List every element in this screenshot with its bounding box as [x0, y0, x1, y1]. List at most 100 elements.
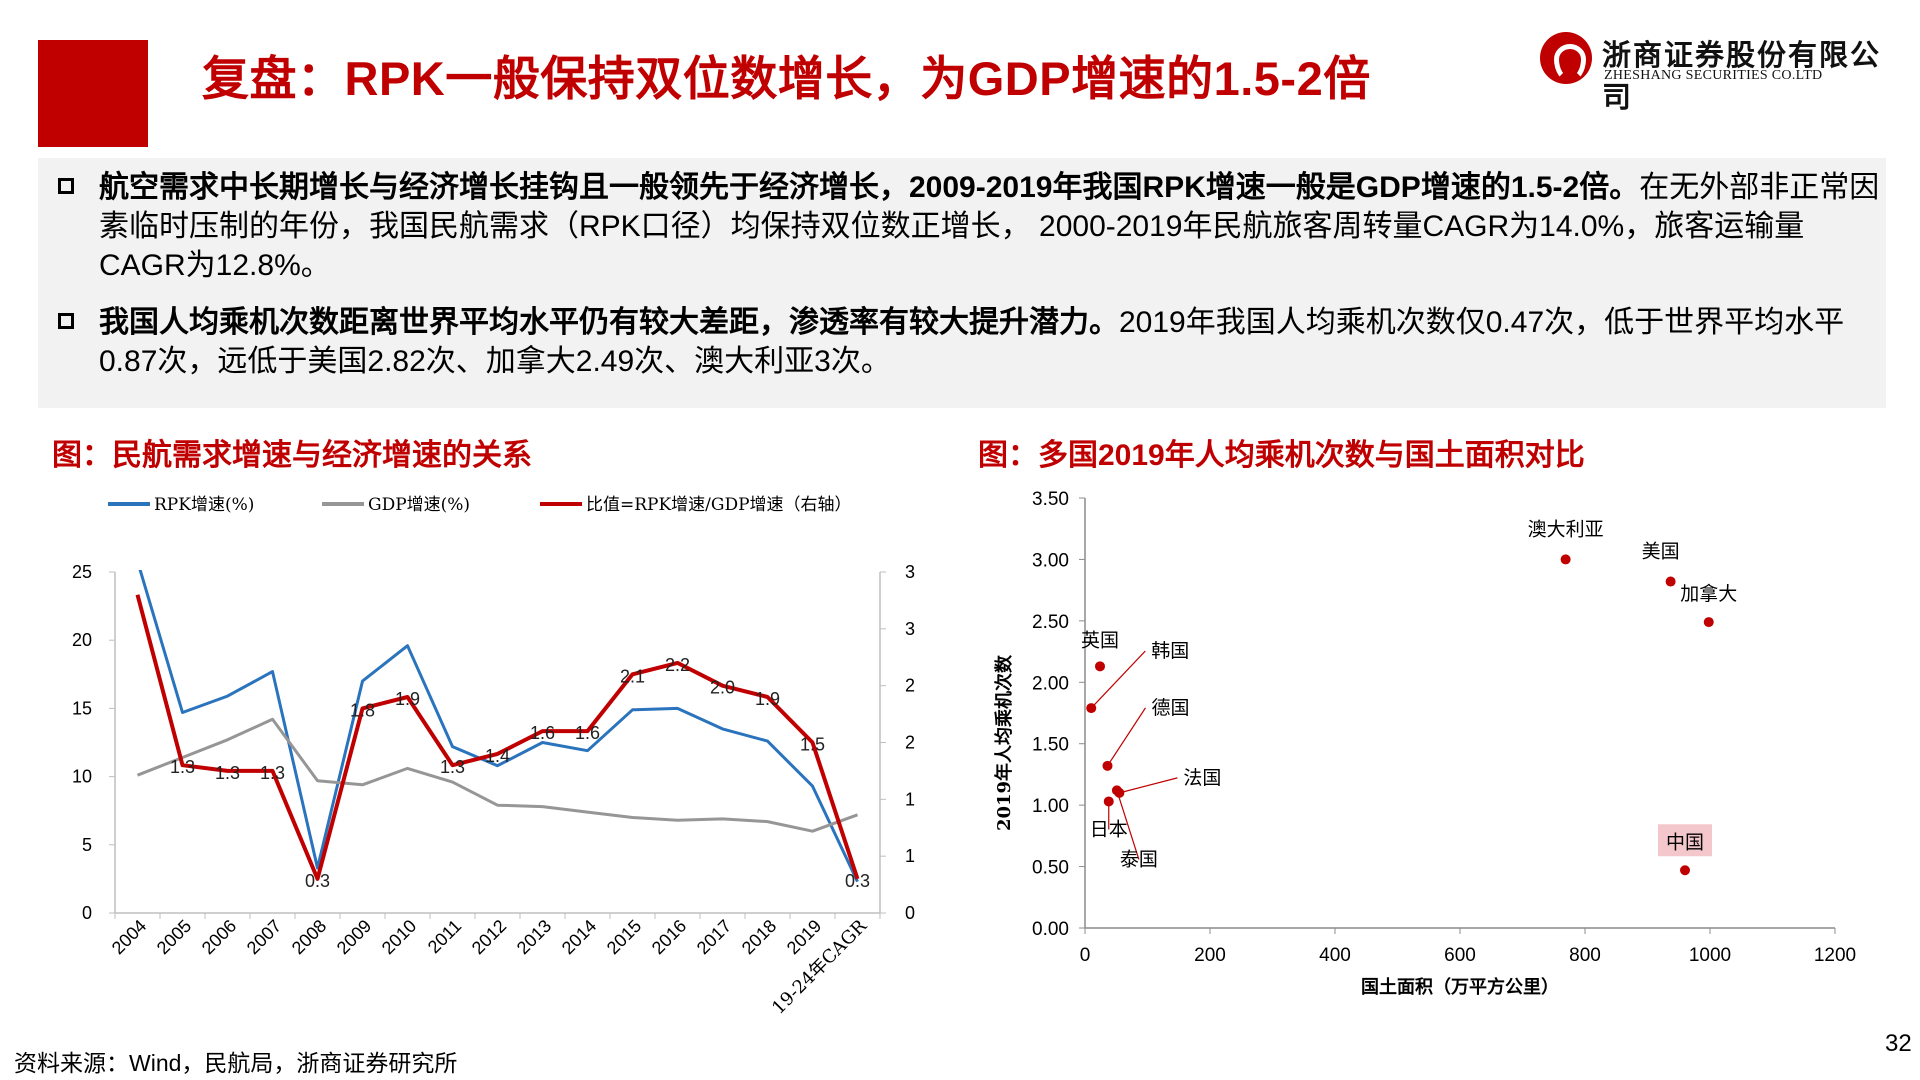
x-tick-label: 600: [1444, 945, 1476, 966]
scatter-point: [1095, 661, 1105, 672]
label-leader-line: [1119, 777, 1178, 794]
label-leader-line: [1090, 650, 1146, 709]
x-tick-label: 2013: [513, 916, 555, 958]
scatter-point: [1703, 617, 1714, 628]
y-tick-label: 3.50: [1032, 489, 1069, 510]
scatter-chart: 0.00 0.50 1.00 1.50 2.00 2.50 3.00 3.50 0 200 400 6…: [993, 489, 1856, 998]
y-tick-label: 0.50: [1032, 858, 1069, 879]
right-y-tick-label: 3: [905, 619, 915, 639]
ratio-data-label: 2.2: [665, 655, 690, 675]
ratio-data-label: 0.3: [845, 871, 870, 891]
right-y-tick-label: 0: [905, 903, 915, 923]
x-tick-label: 800: [1569, 945, 1601, 966]
scatter-point-label: 澳大利亚: [1528, 518, 1604, 540]
ratio-data-label: 1.9: [755, 689, 780, 709]
scatter-point: [1665, 576, 1676, 587]
scatter-point-label: 德国: [1152, 697, 1190, 719]
scatter-point-label: 美国: [1642, 541, 1680, 563]
y-tick-label: 0.00: [1032, 919, 1069, 940]
x-tick-label: 2016: [648, 916, 690, 958]
bullet-1-rest: 在无外部非正常因素临时压制的年份，我国民航需求（RPK口径）均保持双位数正增长，…: [99, 171, 1880, 282]
ratio-data-label: 1.3: [170, 757, 195, 777]
x-tick-label: 1200: [1814, 945, 1856, 966]
ratio-data-label: 0.3: [305, 871, 330, 891]
ratio-data-label: 1.8: [350, 700, 375, 720]
checkbox-square-icon: [58, 313, 74, 329]
bullet-2-bold: 我国人均乘机次数距离世界平均水平仍有较大差距，渗透率有较大提升潜力。: [99, 306, 1119, 339]
logo-chinese-name: 浙商证券股份有限公司: [1602, 38, 1882, 114]
x-tick-label: 2015: [603, 916, 645, 958]
right-y-tick-label: 2: [905, 733, 915, 753]
x-tick-label: 2009: [333, 916, 375, 958]
logo-mark-icon: [1540, 32, 1592, 84]
x-tick-label: 2010: [378, 916, 420, 958]
scatter-point-label: 韩国: [1151, 640, 1189, 662]
scatter-point: [1560, 554, 1571, 565]
left-figure-title: 图：民航需求增速与经济增速的关系: [52, 439, 532, 472]
x-axis-title: 国土面积（万平方公里）: [1361, 976, 1559, 998]
x-tick-label: 2011: [424, 916, 466, 958]
scatter-point: [1111, 785, 1122, 796]
highlight-label-bg: [1658, 824, 1712, 857]
ratio-data-label: 1.6: [575, 723, 600, 743]
ratio-data-label: 1.3: [440, 757, 465, 777]
x-tick-label: 2018: [738, 916, 780, 958]
x-tick-label: 1000: [1689, 945, 1731, 966]
scatter-point-label: 日本: [1090, 818, 1128, 840]
y-tick-label: 2.00: [1032, 673, 1069, 694]
scatter-point: [1086, 703, 1097, 714]
summary-bullet-1-text: 航空需求中长期增长与经济增长挂钩且一般领先于经济增长，2009-2019年我国R…: [99, 168, 1889, 285]
y-tick-label: 1.00: [1032, 796, 1069, 817]
line-chart: 0 5 10 15 20 25 0 1 1 2 2 3 3 2004 2005 2006 2007 2008 200…: [72, 495, 915, 1019]
gdp-series-line: [136, 717, 859, 833]
x-tick-label: 2007: [243, 916, 285, 958]
ratio-data-label: 1.4: [485, 746, 510, 766]
right-y-tick-label: 1: [905, 846, 915, 866]
scatter-point-label: 中国: [1666, 831, 1704, 853]
left-y-tick-label: 25: [72, 562, 92, 582]
left-y-tick-label: 5: [82, 835, 92, 855]
summary-bullet-2-text: 我国人均乘机次数距离世界平均水平仍有较大差距，渗透率有较大提升潜力。2019年我…: [99, 303, 1889, 381]
source-note: 资料来源：Wind，民航局，浙商证券研究所: [14, 1050, 458, 1076]
x-tick-label: 2006: [198, 916, 240, 958]
x-tick-label: 2008: [288, 916, 330, 958]
ratio-data-label: 1.3: [260, 763, 285, 783]
summary-box: [38, 158, 1886, 408]
legend-label: RPK增速(%): [154, 495, 254, 515]
scatter-point-label: 泰国: [1120, 848, 1158, 870]
x-tick-label: 200: [1194, 945, 1226, 966]
page-title: 复盘：RPK一般保持双位数增长，为GDP增速的1.5-2倍: [202, 52, 1371, 105]
scatter-point: [1103, 796, 1114, 807]
left-y-tick-label: 10: [72, 767, 92, 787]
right-y-tick-label: 1: [905, 789, 915, 809]
ratio-data-label: 1.3: [215, 763, 240, 783]
left-y-tick-label: 20: [72, 630, 92, 650]
ratio-data-label: 2.0: [710, 678, 735, 698]
scatter-point: [1102, 760, 1113, 771]
legend-label: GDP增速(%): [368, 495, 470, 515]
right-y-tick-label: 3: [905, 562, 915, 582]
x-tick-label: 0: [1080, 945, 1091, 966]
scatter-point-label: 英国: [1081, 629, 1119, 651]
scatter-point-label: 法国: [1183, 767, 1221, 789]
legend-label: 比值=RPK增速/GDP增速（右轴）: [586, 495, 852, 515]
x-tick-label: 2012: [468, 916, 510, 958]
right-figure-title: 图：多国2019年人均乘机次数与国土面积对比: [978, 439, 1585, 472]
logo-english-name: ZHESHANG SECURITIES CO.LTD: [1604, 68, 1823, 83]
y-axis-title: 2019年人均乘机次数: [993, 654, 1015, 831]
label-leader-line: [1116, 790, 1140, 860]
ratio-data-label: 1.9: [395, 689, 420, 709]
checkbox-square-icon: [58, 178, 74, 194]
y-tick-label: 3.00: [1032, 550, 1069, 571]
x-tick-label: 2017: [693, 916, 735, 958]
header-red-block: [38, 40, 148, 147]
scatter-point: [1680, 865, 1690, 876]
ratio-data-label: 2.1: [620, 666, 645, 686]
bullet-1-bold: 航空需求中长期增长与经济增长挂钩且一般领先于经济增长，2009-2019年我国R…: [99, 171, 1640, 204]
x-tick-label: 400: [1319, 945, 1351, 966]
series-group: [135, 570, 860, 883]
ratio-data-label: 1.5: [800, 735, 825, 755]
left-y-tick-label: 15: [72, 698, 92, 718]
right-y-tick-label: 2: [905, 676, 915, 696]
bullet-2-rest: 2019年我国人均乘机次数仅0.47次，低于世界平均水平0.87次，远低于美国2…: [99, 306, 1845, 378]
